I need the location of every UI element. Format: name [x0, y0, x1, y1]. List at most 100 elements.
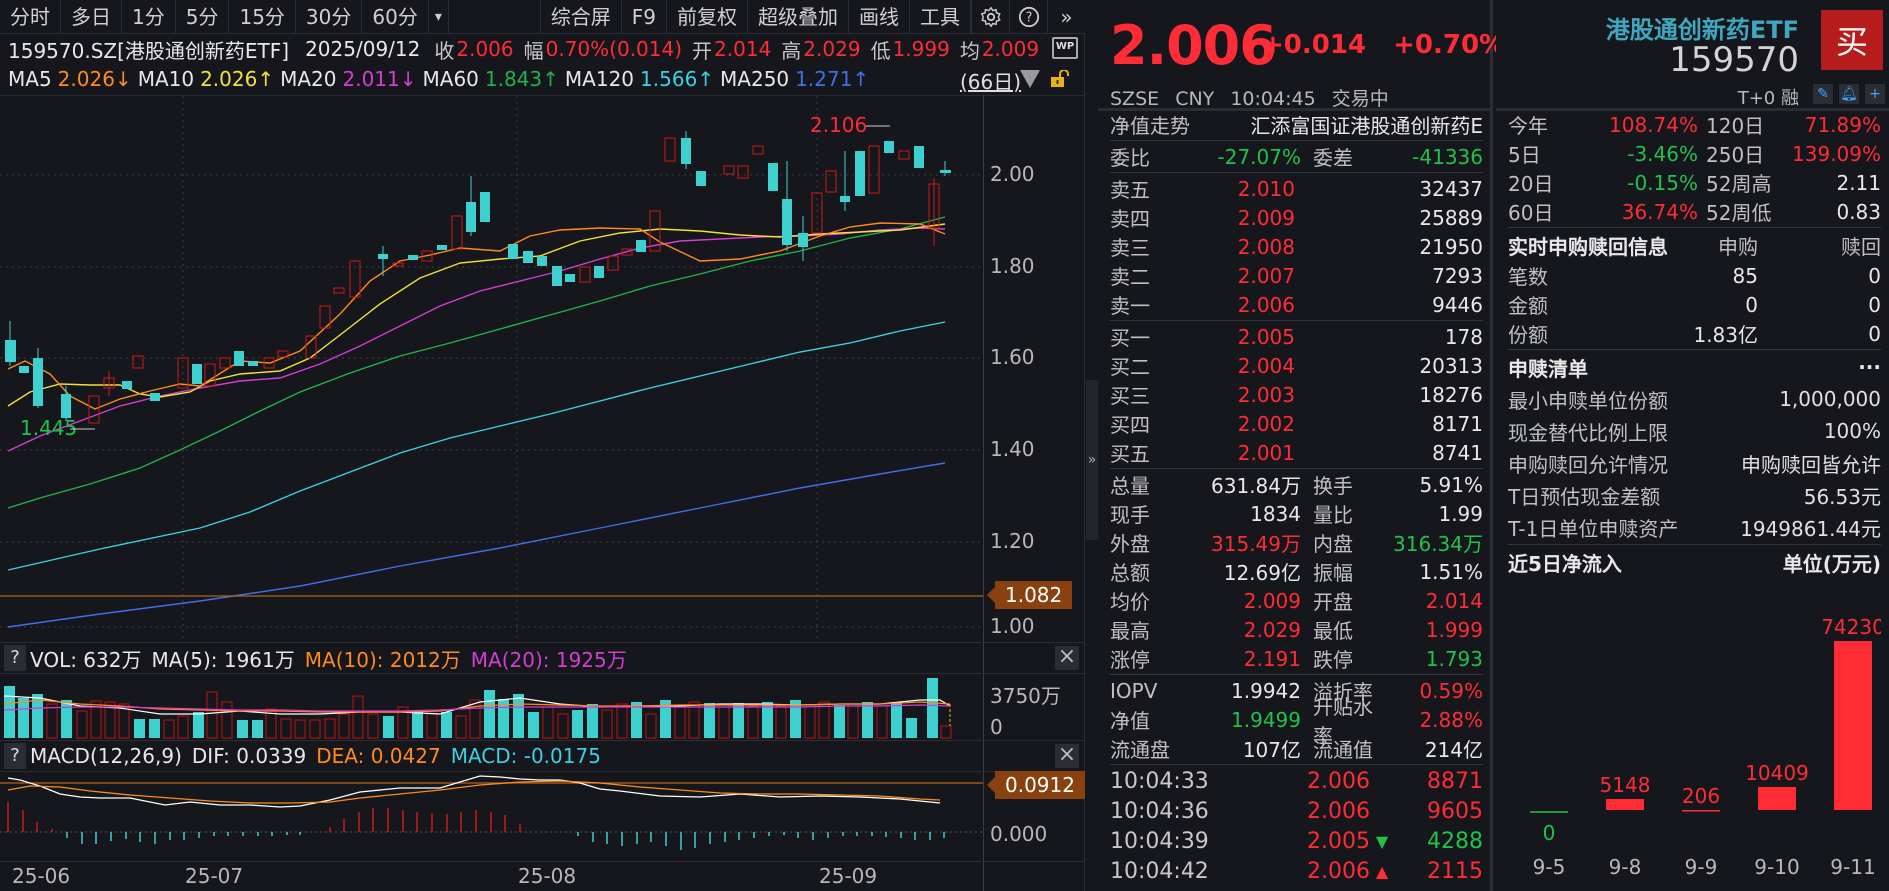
- pcf-row: T日预估现金差额 56.53元: [1508, 479, 1881, 511]
- bid-row[interactable]: 买一 2.005 178: [1110, 322, 1483, 351]
- macd-help-button[interactable]: ?: [4, 743, 26, 769]
- unlock-icon[interactable]: [1050, 70, 1070, 88]
- buy-button[interactable]: 买: [1821, 10, 1883, 70]
- bar-value-9-11: 74230: [1821, 615, 1881, 639]
- ask-row[interactable]: 卖二 2.007 7293: [1110, 261, 1483, 290]
- ma10-label: MA10: [137, 67, 195, 91]
- macd-chart[interactable]: [0, 772, 1085, 860]
- divider: [1110, 172, 1483, 173]
- arrow-up-icon: ▲: [1375, 861, 1389, 881]
- return-value: 36.74%: [1621, 199, 1698, 224]
- ask-label: 卖一: [1110, 294, 1150, 318]
- volume-help-button[interactable]: ?: [4, 645, 26, 671]
- x-tick: 25-06: [12, 864, 71, 888]
- pcf-label: 申购赎回允许情况: [1508, 452, 1668, 477]
- bid-price: 2.005: [1237, 324, 1295, 349]
- currency: CNY: [1175, 88, 1215, 110]
- close-icon[interactable]: ×: [1055, 646, 1079, 670]
- ask-price: 2.010: [1237, 176, 1295, 201]
- triangle-down-icon[interactable]: [1020, 70, 1040, 88]
- ask-price: 2.006: [1237, 292, 1295, 317]
- bid-price: 2.003: [1237, 382, 1295, 407]
- tab-60min[interactable]: 60分: [362, 0, 429, 34]
- stat-value: 1.9942: [1231, 678, 1301, 703]
- subscribe-value: 85: [1732, 263, 1758, 288]
- help-icon[interactable]: ?: [1009, 0, 1047, 34]
- ask-row[interactable]: 卖一 2.006 9446: [1110, 290, 1483, 319]
- low-label: 低: [870, 38, 891, 63]
- bid-qty: 8741: [1432, 440, 1483, 465]
- quote-time: 10:04:45: [1230, 88, 1316, 110]
- tools-button[interactable]: 工具: [910, 0, 971, 34]
- return-row: 20日 -0.15% 52周高 2.11: [1508, 168, 1881, 197]
- super-overlay-button[interactable]: 超级叠加: [748, 0, 849, 34]
- bid-row[interactable]: 买五 2.001 8741: [1110, 438, 1483, 467]
- macd-dea: DEA: 0.0427: [316, 744, 441, 768]
- bid-row[interactable]: 买四 2.002 8171: [1110, 409, 1483, 438]
- return-value: 108.74%: [1609, 112, 1698, 137]
- monitor-wp-icon[interactable]: WP: [1052, 37, 1078, 59]
- bid-row[interactable]: 买二 2.004 20313: [1110, 351, 1483, 380]
- stat-value: 1.9499: [1231, 707, 1301, 732]
- section-title: 申赎清单: [1508, 356, 1588, 381]
- ma5-label: MA5: [8, 67, 52, 91]
- order-diff-value: -41336: [1412, 144, 1483, 169]
- divider: [1098, 108, 1493, 111]
- tab-5min[interactable]: 5分: [176, 0, 230, 34]
- pcf-value: 56.53元: [1803, 484, 1881, 509]
- nav-trend-row[interactable]: 净值走势 汇添富国证港股通创新药E: [1110, 110, 1483, 139]
- more-icon[interactable]: ···: [1858, 355, 1881, 379]
- bid-price: 2.002: [1237, 411, 1295, 436]
- pencil-icon[interactable]: ✎: [1813, 84, 1833, 104]
- dropdown-menu-icon[interactable]: ▾: [429, 0, 449, 34]
- tab-1min[interactable]: 1分: [122, 0, 176, 34]
- macd-indicator-header: ? MACD(12,26,9) DIF: 0.0339 DEA: 0.0427 …: [0, 740, 1085, 772]
- tab-intraday[interactable]: 分时: [0, 0, 61, 34]
- ask-row[interactable]: 卖三 2.008 21950: [1110, 232, 1483, 261]
- stat-value: 107亿: [1242, 738, 1301, 762]
- close-icon[interactable]: ×: [1055, 744, 1079, 768]
- bell-icon[interactable]: 🔔︎: [1839, 84, 1859, 104]
- ma120-value: 1.566↑: [640, 67, 715, 91]
- collapse-panel-handle[interactable]: »: [1086, 380, 1098, 540]
- forward-adjust-button[interactable]: 前复权: [667, 0, 748, 34]
- return-value: 71.89%: [1804, 112, 1881, 137]
- tab-15min[interactable]: 15分: [229, 0, 296, 34]
- tick-time: 10:04:42: [1110, 858, 1209, 884]
- ask-row[interactable]: 卖四 2.009 25889: [1110, 203, 1483, 232]
- axis-separator: [983, 95, 984, 891]
- returns-table: 今年 108.74% 120日 71.89% 5日 -3.46% 250日 139.09% …: [1508, 110, 1881, 578]
- nav-trend-label: 净值走势: [1110, 114, 1190, 138]
- bid-row[interactable]: 买三 2.003 18276: [1110, 380, 1483, 409]
- ma20-label: MA20: [280, 67, 337, 91]
- nav-and-ratio: 净值走势 汇添富国证港股通创新药E 委比 -27.07% 委差 -41336 卖…: [1110, 110, 1483, 886]
- period-selector[interactable]: (66日): [960, 70, 1022, 94]
- plus-icon[interactable]: +: [1865, 84, 1885, 104]
- pcf-label: T日预估现金差额: [1508, 484, 1661, 509]
- ask-row[interactable]: 卖五 2.010 32437: [1110, 174, 1483, 203]
- tab-multi-day[interactable]: 多日: [61, 0, 122, 34]
- f9-button[interactable]: F9: [622, 0, 667, 34]
- candlestick-chart[interactable]: 2.106 1.445: [0, 95, 1085, 641]
- tick-time: 10:04:39: [1110, 828, 1209, 854]
- subscribe-value: 1.83亿: [1693, 323, 1758, 347]
- double-chevron-right-icon[interactable]: »: [1047, 0, 1085, 34]
- svg-text:?: ?: [1025, 10, 1032, 25]
- ma5-value: 2.026↓: [57, 67, 132, 91]
- net-inflow-header: 近5日净流入 单位(万元): [1508, 546, 1881, 578]
- redeem-value: 0: [1868, 292, 1881, 317]
- draw-line-button[interactable]: 画线: [849, 0, 910, 34]
- close-value: 2.006: [456, 37, 514, 61]
- tick-list[interactable]: 10:04:33 2.006 8871 10:04:36 2.006 9605 10:0…: [1110, 766, 1483, 886]
- bid-price: 2.001: [1237, 440, 1295, 465]
- bid-qty: 18276: [1419, 382, 1483, 407]
- gear-icon[interactable]: [971, 0, 1009, 34]
- tab-30min[interactable]: 30分: [296, 0, 363, 34]
- macd-tag[interactable]: 0.0912: [987, 771, 1085, 799]
- stat-row: 均价 2.009 开盘 2.014: [1110, 586, 1483, 615]
- return-value: 0.83: [1836, 199, 1881, 224]
- price-line-tag[interactable]: 1.082: [986, 581, 1073, 609]
- volume-bars[interactable]: [0, 674, 1085, 740]
- composite-screen-button[interactable]: 综合屏: [539, 0, 622, 34]
